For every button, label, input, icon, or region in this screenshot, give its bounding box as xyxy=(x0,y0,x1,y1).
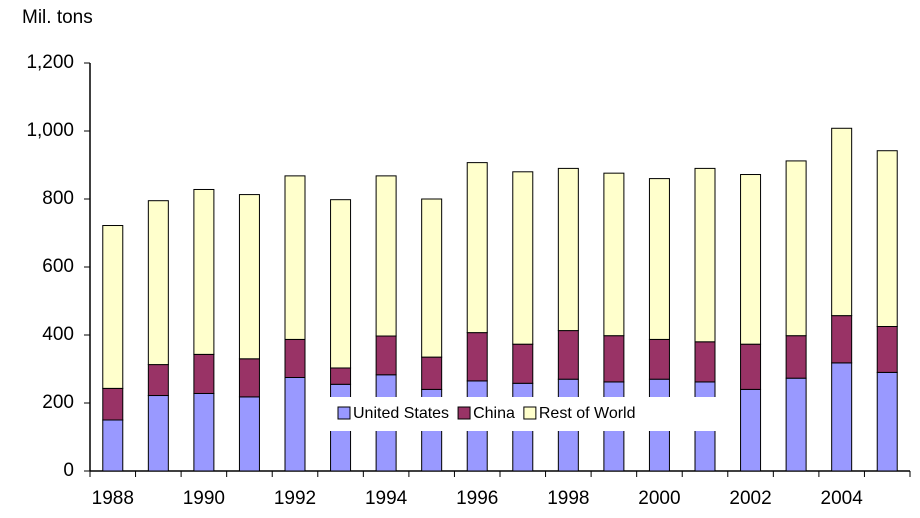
bar-segment xyxy=(193,188,215,355)
legend-swatch xyxy=(457,406,471,420)
bar-segment xyxy=(740,343,762,390)
bar-segment xyxy=(147,200,169,366)
bar-segment xyxy=(512,171,534,345)
bar-segment xyxy=(876,326,898,373)
bar-segment xyxy=(375,335,397,376)
y-tick-label: 0 xyxy=(63,460,74,481)
bar-segment xyxy=(557,330,579,380)
bar-segment xyxy=(284,175,306,340)
legend-label: China xyxy=(473,405,515,422)
bar-segment xyxy=(330,367,352,385)
x-tick-label: 2004 xyxy=(821,488,864,509)
bar-segment xyxy=(831,362,853,472)
bar-segment xyxy=(147,364,169,397)
x-tick-label: 1994 xyxy=(365,488,408,509)
bar-segment xyxy=(193,392,215,472)
bar-segment xyxy=(831,315,853,364)
legend-swatch xyxy=(523,406,537,420)
bar-segment xyxy=(785,160,807,337)
bar-segment xyxy=(421,356,443,390)
legend-label: United States xyxy=(353,405,449,422)
bar-segment xyxy=(466,332,488,382)
bar-segment xyxy=(147,395,169,472)
bar-segment xyxy=(648,338,670,380)
bar-segment xyxy=(740,388,762,472)
bar-segment xyxy=(831,127,853,317)
y-tick-label: 600 xyxy=(42,256,74,277)
bar-segment xyxy=(238,194,260,360)
bar-segment xyxy=(284,338,306,379)
bar-segment xyxy=(694,341,716,383)
x-tick-label: 2000 xyxy=(638,488,680,509)
bar-segment xyxy=(876,150,898,327)
legend: United States China Rest of World xyxy=(328,397,738,431)
bar-segment xyxy=(785,377,807,472)
bar-segment xyxy=(102,419,124,472)
bar-segment xyxy=(876,371,898,472)
bar-segment xyxy=(193,353,215,394)
y-tick-label: 1,000 xyxy=(26,120,74,141)
bar-segment xyxy=(421,198,443,358)
bar-segment xyxy=(694,167,716,343)
x-tick-label: 1988 xyxy=(92,488,134,509)
bar-segment xyxy=(102,387,124,421)
bar-segment xyxy=(466,162,488,334)
bar-segment xyxy=(330,199,352,369)
y-tick-label: 1,200 xyxy=(26,52,74,73)
bar-segment xyxy=(238,396,260,472)
bar-segment xyxy=(785,335,807,379)
x-tick-label: 1992 xyxy=(274,488,316,509)
bar-segment xyxy=(284,377,306,472)
x-tick-label: 2002 xyxy=(729,488,771,509)
x-tick-label: 1990 xyxy=(183,488,225,509)
bar-segment xyxy=(648,178,670,340)
bar-segment xyxy=(740,174,762,345)
bar-segment xyxy=(102,225,124,389)
y-tick-label: 800 xyxy=(42,188,74,209)
x-tick-label: 1996 xyxy=(456,488,498,509)
legend-swatch xyxy=(337,406,351,420)
bar-segment xyxy=(238,358,260,398)
y-tick-label: 400 xyxy=(42,324,74,345)
bar-segment xyxy=(603,172,625,337)
y-tick-label: 200 xyxy=(42,392,74,413)
bar-segment xyxy=(557,167,579,332)
bar-segment xyxy=(603,335,625,383)
bar-segment xyxy=(375,175,397,337)
x-tick-label: 1998 xyxy=(547,488,589,509)
legend-label: Rest of World xyxy=(539,405,636,422)
bar-segment xyxy=(512,343,534,384)
y-axis-label: Mil. tons xyxy=(22,7,93,28)
